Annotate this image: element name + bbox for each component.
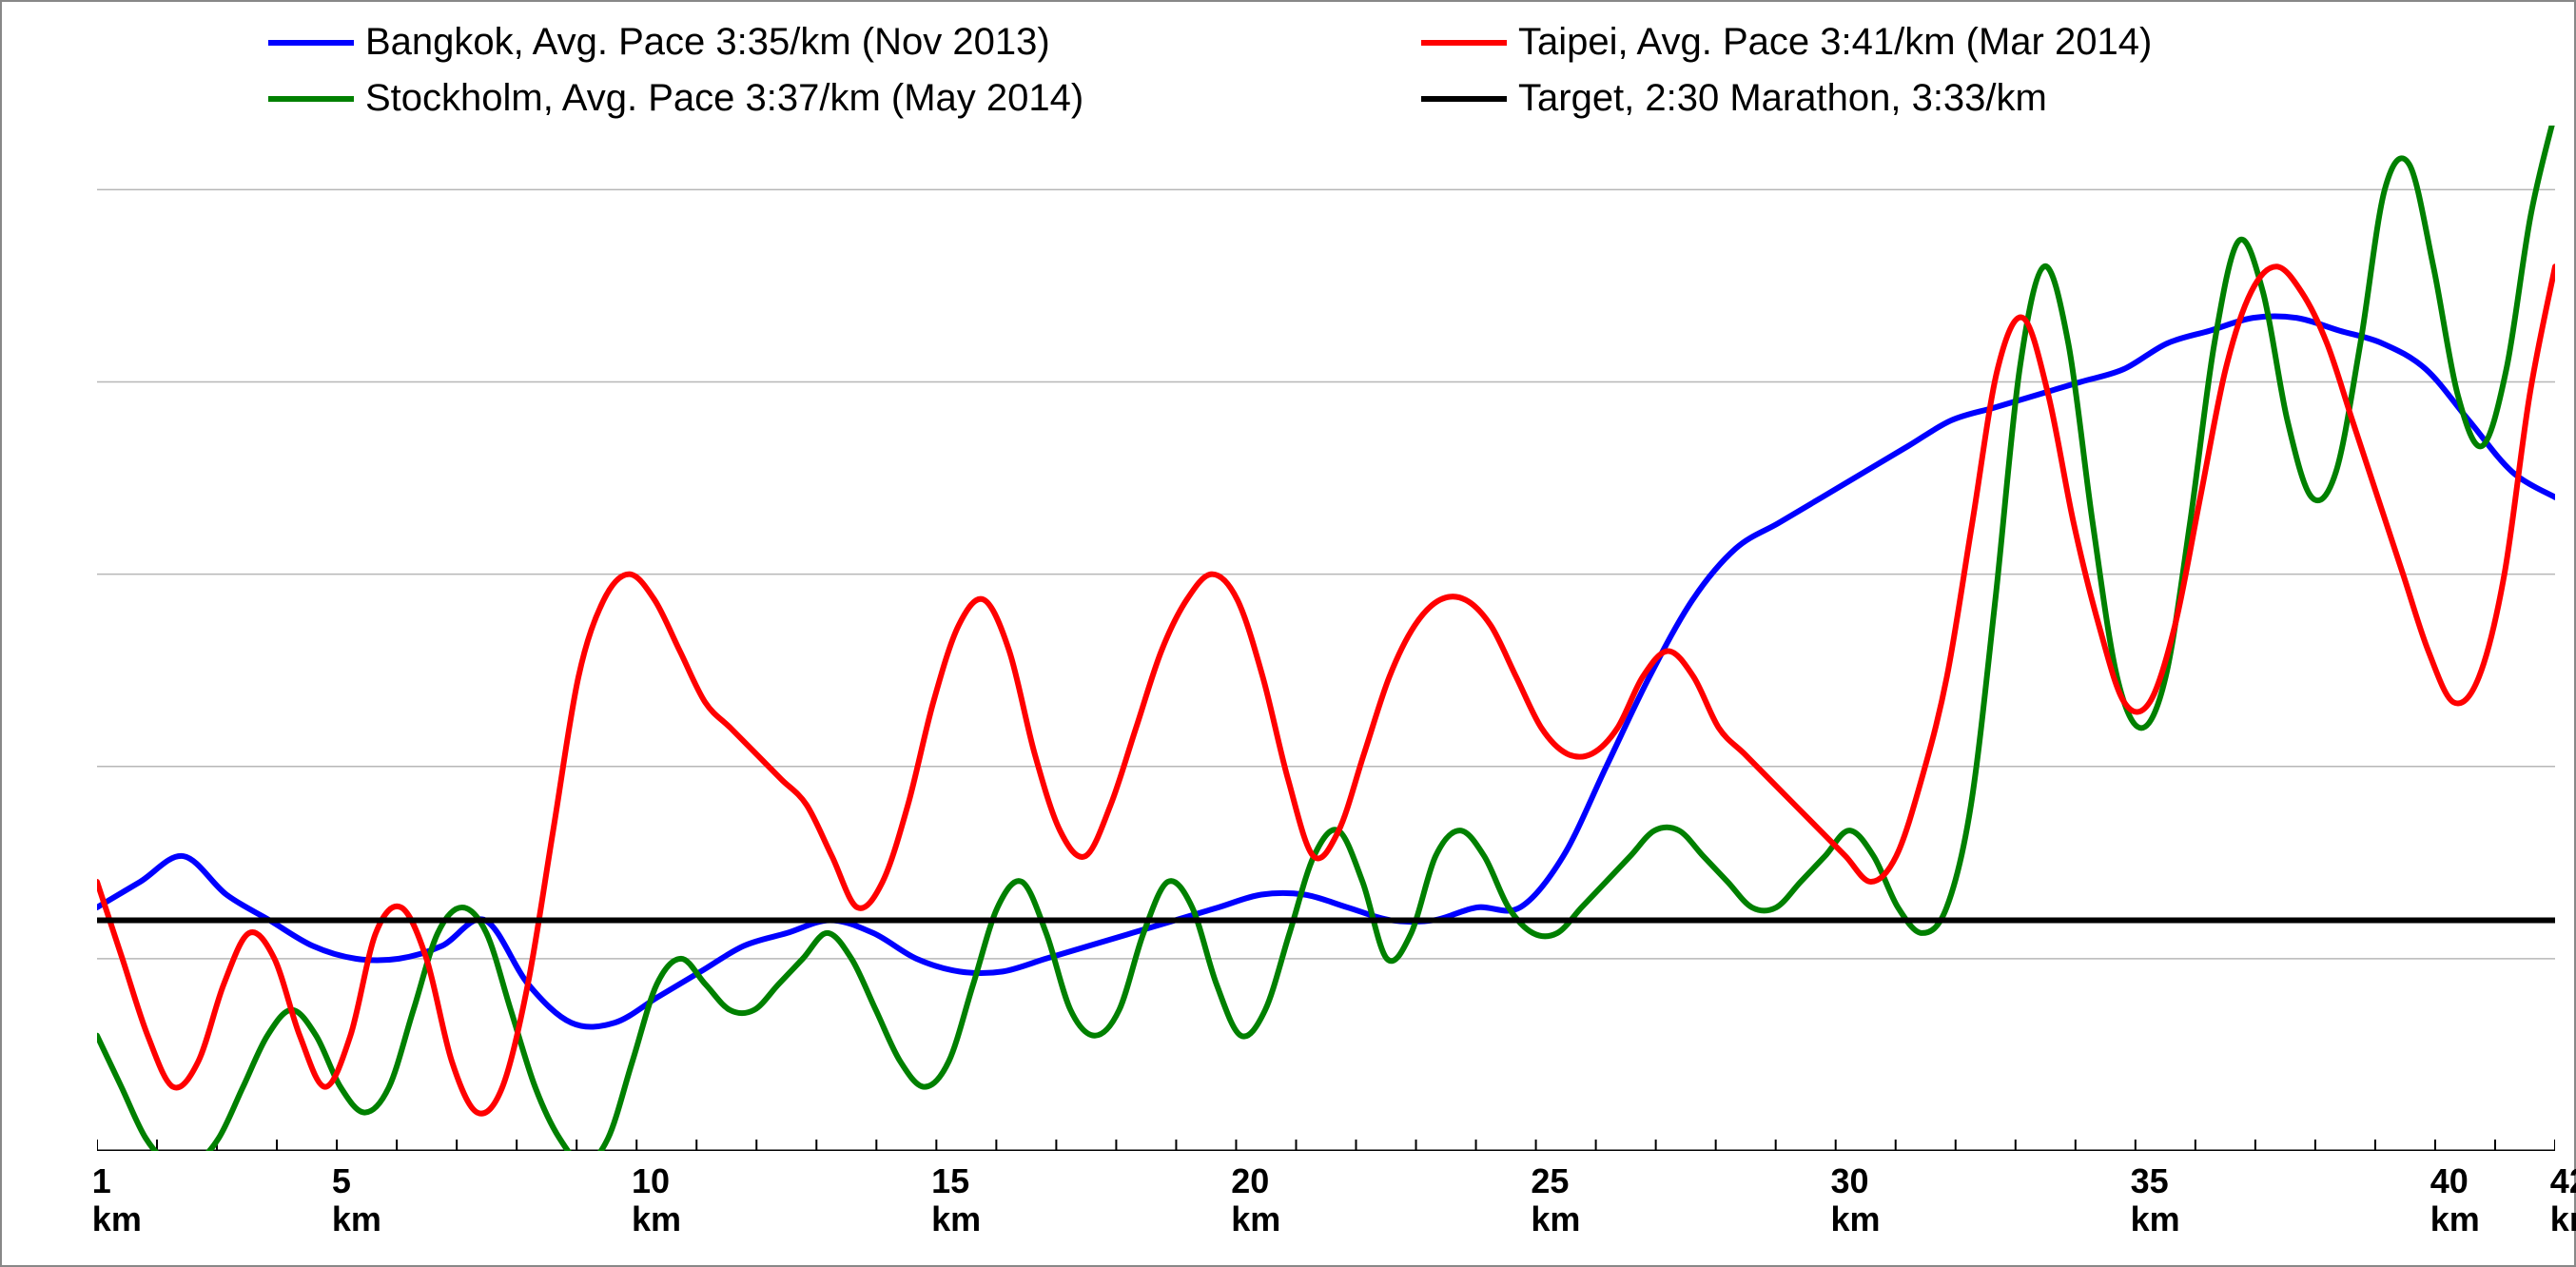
x-tick-unit: km xyxy=(332,1200,381,1238)
legend-swatch-taipei xyxy=(1421,40,1507,46)
legend-swatch-target xyxy=(1421,96,1507,102)
series-line-stockholm xyxy=(97,126,2555,1151)
x-tick-label: 40km xyxy=(2430,1162,2480,1238)
x-tick-unit: km xyxy=(931,1200,981,1238)
x-tick-label: 20km xyxy=(1231,1162,1280,1238)
plot-svg xyxy=(97,126,2555,1151)
x-tick-unit: km xyxy=(2550,1200,2576,1238)
legend: Bangkok, Avg. Pace 3:35/km (Nov 2013) Ta… xyxy=(268,21,2536,120)
legend-label-stockholm: Stockholm, Avg. Pace 3:37/km (May 2014) xyxy=(365,77,1083,120)
x-tick-number: 5 xyxy=(332,1161,351,1200)
x-tick-unit: km xyxy=(632,1200,681,1238)
x-tick-number: 1 xyxy=(92,1161,111,1200)
legend-item-taipei: Taipei, Avg. Pace 3:41/km (Mar 2014) xyxy=(1421,21,2536,64)
x-tick-label: 35km xyxy=(2131,1162,2180,1238)
x-tick-unit: km xyxy=(92,1200,142,1238)
x-tick-label: 42km xyxy=(2550,1162,2576,1238)
legend-label-taipei: Taipei, Avg. Pace 3:41/km (Mar 2014) xyxy=(1518,21,2152,64)
x-tick-number: 10 xyxy=(632,1161,670,1200)
x-tick-label: 30km xyxy=(1831,1162,1881,1238)
legend-item-stockholm: Stockholm, Avg. Pace 3:37/km (May 2014) xyxy=(268,77,1383,120)
x-tick-number: 42 xyxy=(2550,1161,2576,1200)
legend-label-target: Target, 2:30 Marathon, 3:33/km xyxy=(1518,77,2047,120)
x-tick-label: 5km xyxy=(332,1162,381,1238)
x-tick-number: 40 xyxy=(2430,1161,2469,1200)
legend-swatch-bangkok xyxy=(268,40,354,46)
legend-item-target: Target, 2:30 Marathon, 3:33/km xyxy=(1421,77,2536,120)
series-line-taipei xyxy=(97,266,2555,1113)
x-tick-number: 25 xyxy=(1531,1161,1569,1200)
x-tick-number: 15 xyxy=(931,1161,969,1200)
x-tick-unit: km xyxy=(1831,1200,1881,1238)
x-tick-label: 15km xyxy=(931,1162,981,1238)
x-tick-label: 10km xyxy=(632,1162,681,1238)
x-tick-number: 30 xyxy=(1831,1161,1869,1200)
legend-label-bangkok: Bangkok, Avg. Pace 3:35/km (Nov 2013) xyxy=(365,21,1050,64)
pace-line-chart: Bangkok, Avg. Pace 3:35/km (Nov 2013) Ta… xyxy=(0,0,2576,1267)
plot-area xyxy=(97,126,2555,1151)
legend-swatch-stockholm xyxy=(268,96,354,102)
x-tick-label: 1km xyxy=(92,1162,142,1238)
x-tick-unit: km xyxy=(1531,1200,1580,1238)
legend-item-bangkok: Bangkok, Avg. Pace 3:35/km (Nov 2013) xyxy=(268,21,1383,64)
x-tick-number: 35 xyxy=(2131,1161,2169,1200)
x-tick-unit: km xyxy=(2131,1200,2180,1238)
x-axis-labels: 1km5km10km15km20km25km30km35km40km42km xyxy=(97,1162,2555,1248)
x-tick-unit: km xyxy=(1231,1200,1280,1238)
x-tick-unit: km xyxy=(2430,1200,2480,1238)
x-tick-label: 25km xyxy=(1531,1162,1580,1238)
x-tick-number: 20 xyxy=(1231,1161,1269,1200)
